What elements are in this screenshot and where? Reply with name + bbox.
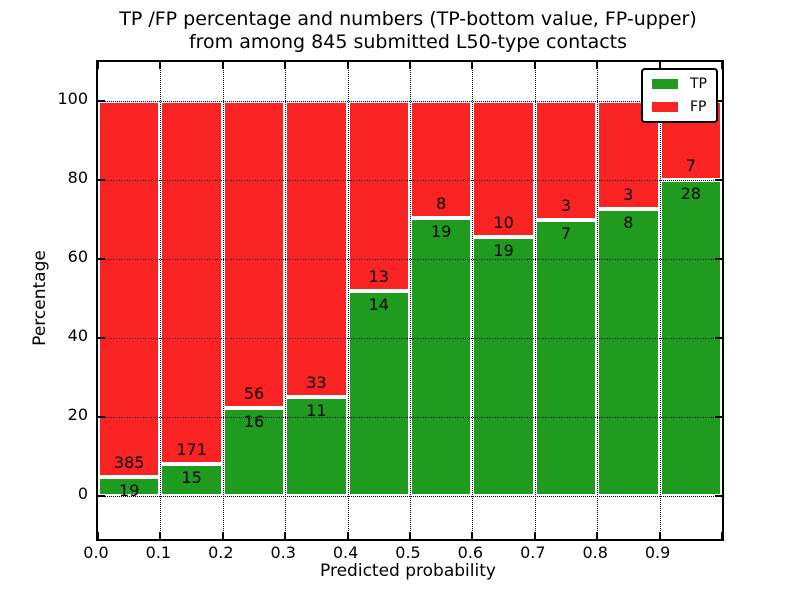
legend-label: FP	[690, 99, 707, 115]
bar-segment-tp	[410, 218, 473, 496]
bar-segment-tp	[659, 180, 722, 496]
y-tick-label: 20	[67, 404, 88, 424]
x-tick-label: 0.0	[83, 543, 109, 562]
legend: TP FP	[641, 68, 718, 123]
x-tick-label: 0.5	[395, 543, 421, 562]
bar-segment-tp	[472, 237, 535, 496]
chart-title-line1: TP /FP percentage and numbers (TP-bottom…	[119, 8, 697, 30]
legend-swatch-tp	[652, 79, 678, 89]
legend-item: FP	[652, 100, 707, 114]
bar-segment-fp	[347, 101, 410, 292]
x-tick-label: 0.7	[520, 543, 546, 562]
x-tick-label: 0.9	[644, 543, 671, 562]
x-tick-label: 0.1	[145, 543, 172, 562]
x-tick-label: 0.6	[457, 543, 484, 562]
bar-segment-fp	[472, 101, 535, 238]
bar-segment-fp	[285, 101, 348, 398]
x-tick-label: 0.2	[208, 543, 234, 562]
bar-segment-tp	[597, 208, 660, 496]
bar-segment-tp	[285, 397, 348, 496]
x-tick-label: 0.4	[332, 543, 359, 562]
legend-label: TP	[690, 76, 707, 92]
bar-segment-tp	[534, 219, 598, 496]
x-tick-label: 0.8	[582, 543, 608, 562]
y-tick-label: 60	[67, 247, 88, 267]
bar-segment-tp	[222, 408, 286, 496]
y-tick-label: 40	[67, 325, 88, 345]
bar-segment-fp	[534, 101, 598, 220]
y-tick-label: 0	[77, 483, 88, 503]
y-tick-label: 80	[67, 168, 88, 188]
x-axis-label: Predicted probability	[320, 561, 496, 581]
legend-item: TP	[652, 77, 707, 91]
bar-segment-fp	[410, 101, 473, 219]
bars-layer	[98, 62, 722, 539]
plot-area: 385 19 171 15 56 16 33 11 13 14 8 19 10 19 3 7 3 8 7 28 TP F…	[96, 60, 724, 541]
bar-segment-fp	[98, 101, 161, 478]
chart-title-line2: from among 845 submitted L50-type contac…	[188, 31, 628, 53]
chart-title: TP /FP percentage and numbers (TP-bottom…	[96, 8, 720, 54]
bar-segment-tp	[347, 291, 410, 496]
bar-segment-fp	[160, 101, 223, 464]
x-tick-label: 0.3	[270, 543, 296, 562]
bar-segment-tp	[160, 463, 223, 496]
legend-swatch-fp	[652, 102, 678, 112]
bar-segment-fp	[222, 101, 286, 409]
bar-segment-tp	[98, 477, 161, 496]
y-tick-label: 100	[57, 89, 88, 109]
